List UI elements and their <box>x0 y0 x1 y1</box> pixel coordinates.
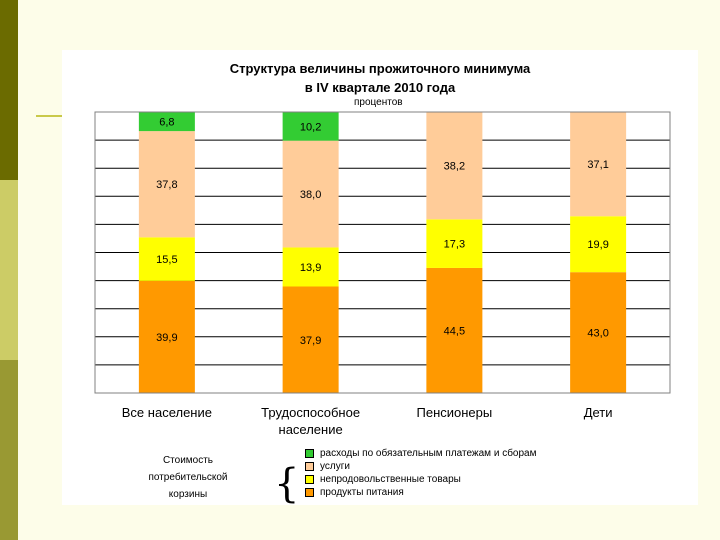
legend-label: расходы по обязательным платежам и сбора… <box>320 448 537 459</box>
legend: расходы по обязательным платежам и сбора… <box>305 447 537 499</box>
data-label: 17,3 <box>444 239 465 251</box>
data-label: 37,8 <box>156 179 177 191</box>
bar-segment <box>426 267 483 393</box>
legend-label: непродовольственные товары <box>320 474 461 485</box>
data-label: 43,0 <box>587 328 608 340</box>
legend-swatch <box>305 488 314 497</box>
bar-segment <box>138 131 195 238</box>
legend-swatch <box>305 462 314 471</box>
stacked-bar-chart: 39,9 15,5 37,8 6,8 37,9 13,9 38,0 10,2 44,5 17,3 3… <box>94 111 671 437</box>
data-label: 44,5 <box>444 325 465 337</box>
data-label: 37,1 <box>587 159 608 171</box>
chart-panel: Структура величины прожиточного минимума… <box>62 50 698 505</box>
category-label: Пенсионеры <box>417 405 493 420</box>
category-label: Дети <box>584 405 613 420</box>
data-label: 10,2 <box>300 121 321 133</box>
decor-accent-line <box>36 115 62 117</box>
plot-frame <box>94 111 671 394</box>
legend-item: продукты питания <box>305 486 537 499</box>
bar-segment <box>282 112 339 141</box>
data-label: 15,5 <box>156 254 177 266</box>
data-label: 13,9 <box>300 262 321 274</box>
category-label: Трудоспособное население <box>261 405 360 437</box>
legend-brace: { <box>274 461 300 507</box>
bar-segment <box>138 280 195 393</box>
data-label: 38,0 <box>300 189 321 201</box>
bar-segment <box>570 112 627 217</box>
data-label: 6,8 <box>159 117 174 129</box>
unit-label: процентов <box>354 97 403 108</box>
decor-stripe-bottom <box>0 360 18 540</box>
bar-segment <box>426 219 483 268</box>
data-label: 39,9 <box>156 332 177 344</box>
legend-caption: Стоимость потребительской корзины <box>148 455 228 500</box>
bar-layer <box>138 112 627 393</box>
data-label: 38,2 <box>444 161 465 173</box>
legend-item: расходы по обязательным платежам и сбора… <box>305 447 537 460</box>
bar-segment <box>570 216 627 273</box>
data-label: 19,9 <box>587 239 608 251</box>
legend-item: непродовольственные товары <box>305 473 537 486</box>
chart-subtitle: в IV квартале 2010 года <box>304 80 456 95</box>
legend-item: услуги <box>305 460 537 473</box>
bar-segment <box>282 140 339 248</box>
legend-swatch <box>305 475 314 484</box>
legend-label: услуги <box>320 461 350 472</box>
decor-stripe-top <box>0 0 18 180</box>
legend-swatch <box>305 449 314 458</box>
bar-segment <box>570 272 627 393</box>
category-label: Все население <box>122 405 212 420</box>
bar-segment <box>138 112 195 132</box>
chart-title: Структура величины прожиточного минимума <box>229 61 531 76</box>
bar-segment <box>138 237 195 281</box>
bar-segment <box>282 247 339 287</box>
bar-segment <box>426 112 483 220</box>
category-label-layer: Все население Трудоспособное население Пенс… <box>122 405 613 437</box>
decor-stripe-middle <box>0 180 18 360</box>
legend-label: продукты питания <box>320 487 404 498</box>
bar-segment <box>282 286 339 393</box>
label-layer: 39,9 15,5 37,8 6,8 37,9 13,9 38,0 10,2 44,5 17,3 3… <box>156 117 609 347</box>
data-label: 37,9 <box>300 335 321 347</box>
